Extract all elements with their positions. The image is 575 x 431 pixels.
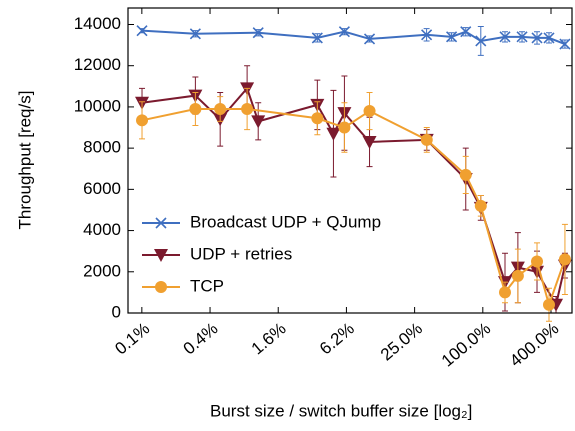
x-tick-label: 0.1% [111,319,153,358]
legend-marker [154,249,168,262]
data-point [558,253,571,266]
data-point [362,135,377,149]
y-tick-label: 0 [112,302,121,321]
data-point [363,105,376,118]
data-point [338,121,351,134]
x-tick-label: 400.0% [506,319,562,371]
data-point [498,286,511,299]
y-tick-label: 2000 [83,261,121,280]
data-point [363,33,376,45]
data-point [136,25,148,37]
x-tick-label: 25.0% [377,319,426,365]
data-point [252,27,264,39]
data-point [499,31,511,43]
data-point [474,199,487,212]
legend-label: TCP [190,276,224,295]
legend-label: Broadcast UDP + QJump [190,212,381,231]
y-axis-label: Throughput [req/s] [15,91,34,230]
legend-marker [155,281,167,293]
data-point [214,102,227,115]
data-point [446,31,458,43]
y-tick-label: 10000 [74,96,121,115]
x-tick-label: 100.0% [438,319,494,371]
x-tick-label: 6.2% [316,319,358,358]
data-point [136,114,149,127]
x-tick-label: 0.4% [180,319,222,358]
legend-label: UDP + retries [190,244,292,263]
data-point [531,32,543,44]
data-point [189,102,202,115]
data-point [475,35,487,47]
data-point [326,127,341,141]
plot-frame [127,7,573,314]
data-point [311,32,323,44]
y-tick-label: 4000 [83,220,121,239]
data-point [516,31,528,43]
data-point [459,168,472,181]
x-tick-label: 1.6% [248,319,290,358]
legend-marker [155,217,167,229]
data-point [543,32,555,44]
y-tick-label: 6000 [83,179,121,198]
data-point [542,298,555,311]
y-tick-label: 12000 [74,55,121,74]
data-point [311,112,324,125]
data-point [559,38,571,50]
series-line [141,107,566,309]
data-point [460,26,472,38]
data-point [531,255,544,268]
x-axis-label: Burst size / switch buffer size [log₂] [210,401,472,420]
y-tick-label: 8000 [83,138,121,157]
y-tick-label: 14000 [74,14,121,33]
data-point [189,28,201,40]
data-point [338,26,350,38]
data-point [421,29,433,41]
data-point [420,133,433,146]
data-point [241,102,254,115]
data-point [511,269,524,282]
data-point [251,115,266,129]
